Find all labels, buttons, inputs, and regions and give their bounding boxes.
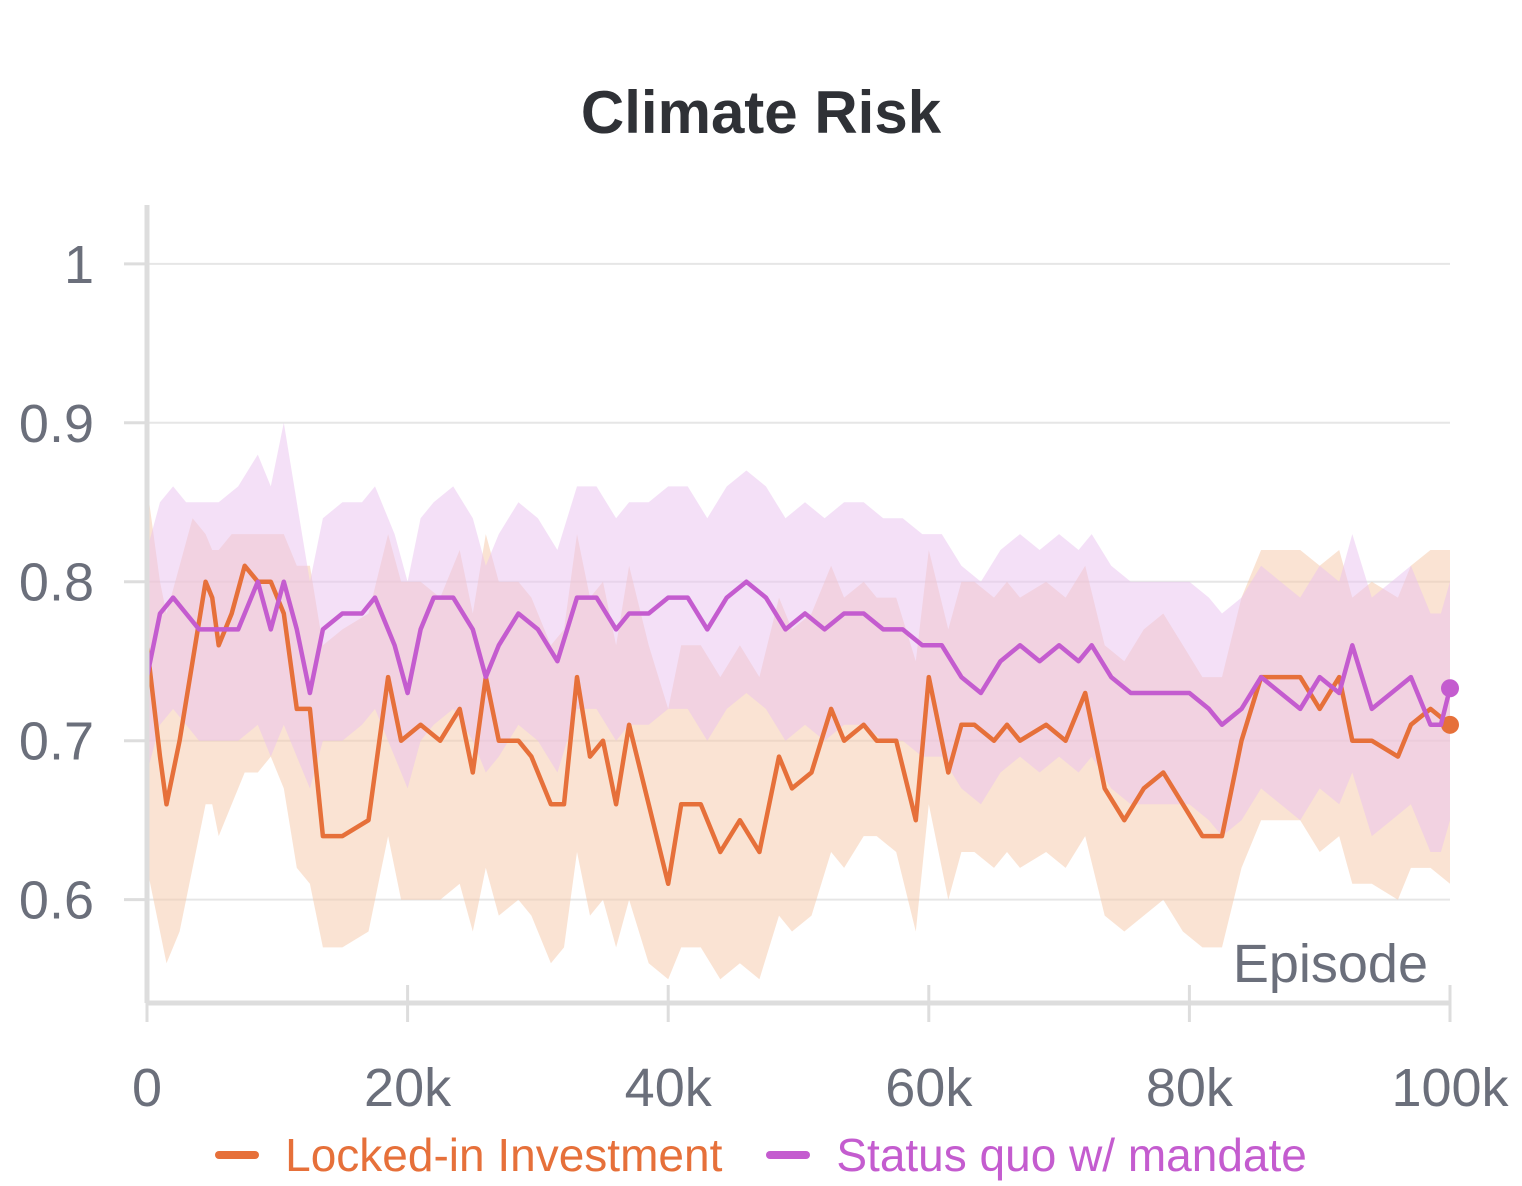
y-tick-label: 1 <box>64 235 94 295</box>
y-tick-label: 0.8 <box>19 553 94 613</box>
legend-item-status-quo[interactable]: Status quo w/ mandate <box>766 1128 1307 1182</box>
x-axis-label: Episode <box>1233 934 1428 994</box>
legend-swatch-status-quo <box>766 1151 811 1159</box>
series-line-1[interactable] <box>144 579 1453 728</box>
series-endpoint-1[interactable] <box>1441 679 1459 698</box>
legend-label-locked-in: Locked-in Investment <box>285 1129 723 1181</box>
x-tick-label: 20k <box>364 1058 452 1118</box>
x-tick-label: 60k <box>885 1058 973 1118</box>
x-tick-label: 100k <box>1391 1058 1509 1118</box>
x-tick-label: 80k <box>1146 1058 1234 1118</box>
band-layer <box>147 422 1450 980</box>
legend-label-status-quo: Status quo w/ mandate <box>836 1129 1307 1181</box>
line-layer <box>144 563 1459 887</box>
series-endpoint-0[interactable] <box>1441 715 1459 734</box>
legend: Locked-in Investment Status quo w/ manda… <box>0 1128 1522 1182</box>
x-tick-label: 40k <box>625 1058 713 1118</box>
legend-item-locked-in[interactable]: Locked-in Investment <box>215 1128 722 1182</box>
series-band-0 <box>147 486 1450 980</box>
series-band-1 <box>147 422 1450 852</box>
axis-layer: 0.6 0.7 0.8 0.9 1 0 20k 40k 60k 80k 100k <box>19 205 1510 1118</box>
y-tick-label: 0.9 <box>19 394 94 454</box>
legend-swatch-locked-in <box>215 1151 260 1159</box>
y-tick-label: 0.7 <box>19 712 94 772</box>
x-tick-label: 0 <box>132 1058 162 1118</box>
series-line-0[interactable] <box>144 563 1453 887</box>
chart-title: Climate Risk <box>580 79 942 146</box>
y-tick-label: 0.6 <box>19 871 94 931</box>
